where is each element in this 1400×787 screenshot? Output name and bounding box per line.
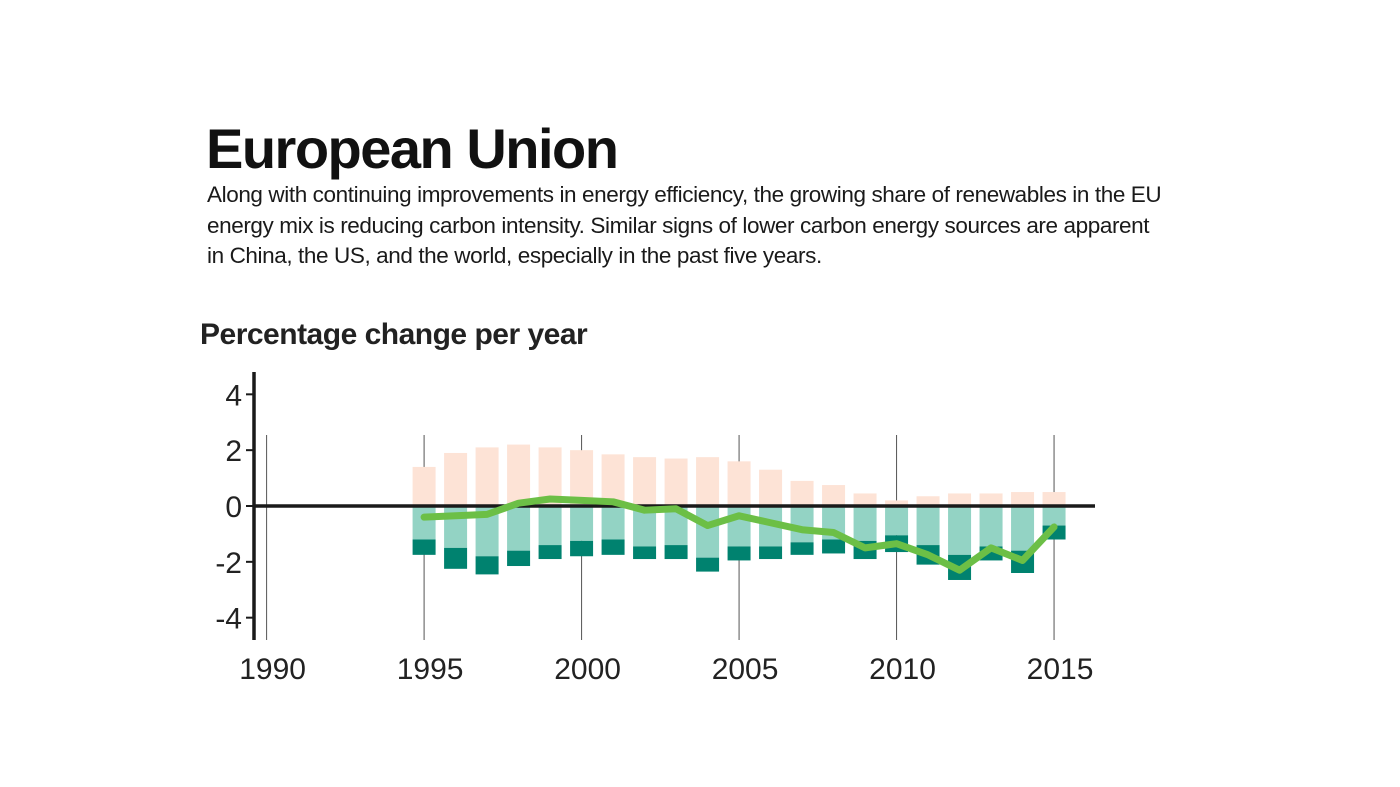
bar-negative-dark-2008 <box>822 539 846 554</box>
bar-negative-dark-1998 <box>507 550 531 567</box>
bar-negative-light-1995 <box>412 506 436 540</box>
bar-negative-light-2009 <box>853 506 877 541</box>
bar-positive-2015 <box>1042 492 1066 506</box>
bar-positive-2003 <box>664 458 688 506</box>
x-tick-label-2015: 2015 <box>1027 653 1094 686</box>
chart-title: Percentage change per year <box>200 318 588 351</box>
bar-positive-2010 <box>885 500 909 506</box>
bar-positive-2004 <box>696 457 720 506</box>
bar-negative-dark-2004 <box>696 557 720 572</box>
bar-negative-dark-2006 <box>759 546 783 560</box>
bar-positive-1996 <box>444 452 468 506</box>
x-tick-label-1990: 1990 <box>239 653 306 686</box>
bar-negative-dark-2005 <box>727 546 751 561</box>
x-tick-label-1995: 1995 <box>397 653 464 686</box>
bar-negative-light-2014 <box>1011 506 1035 551</box>
bar-positive-2001 <box>601 454 625 506</box>
bar-positive-2002 <box>633 457 657 506</box>
bar-positive-1998 <box>507 444 531 506</box>
y-tick-label-1: 2 <box>225 435 242 468</box>
bar-negative-dark-2007 <box>790 542 814 555</box>
bar-negative-light-2007 <box>790 506 814 543</box>
bar-negative-dark-2003 <box>664 545 688 560</box>
bar-negative-dark-1999 <box>538 545 562 560</box>
bar-positive-2007 <box>790 480 814 506</box>
bar-negative-dark-1996 <box>444 547 468 569</box>
bar-negative-light-1998 <box>507 506 531 551</box>
x-tick-label-2005: 2005 <box>712 653 779 686</box>
bar-negative-dark-1997 <box>475 556 499 575</box>
bar-positive-2009 <box>853 493 877 506</box>
bar-positive-2000 <box>570 450 594 506</box>
bar-negative-light-2015 <box>1042 506 1066 526</box>
bar-positive-2006 <box>759 469 783 506</box>
bar-negative-light-1999 <box>538 506 562 546</box>
bar-negative-light-2012 <box>948 506 972 555</box>
tick-labels: 4 2 0 -2 -4 1990 1995 2000 2005 2010 2015 <box>215 379 1093 686</box>
bar-negative-dark-2000 <box>570 540 594 557</box>
net-change-line <box>420 495 1058 574</box>
bar-series <box>412 444 1066 580</box>
net-change-line-group <box>420 495 1058 574</box>
bar-negative-dark-2001 <box>601 539 625 555</box>
bar-negative-dark-1995 <box>412 539 436 555</box>
bar-negative-light-2001 <box>601 506 625 540</box>
bar-negative-light-1997 <box>475 506 499 557</box>
bar-positive-1995 <box>412 466 436 506</box>
y-tick-label-3: -2 <box>215 547 242 580</box>
bar-positive-2013 <box>979 493 1003 506</box>
bar-negative-dark-2002 <box>633 546 657 560</box>
bar-positive-2014 <box>1011 492 1035 506</box>
bar-negative-light-2004 <box>696 506 720 558</box>
bar-positive-2008 <box>822 485 846 506</box>
y-tick-label-4: -4 <box>215 603 242 636</box>
bar-positive-2005 <box>727 461 751 506</box>
bar-negative-light-2000 <box>570 506 594 541</box>
bar-positive-2011 <box>916 496 940 506</box>
bar-negative-light-2011 <box>916 506 940 546</box>
bar-negative-light-2002 <box>633 506 657 547</box>
bar-positive-2012 <box>948 493 972 506</box>
page-title: European Union <box>206 117 619 180</box>
x-tick-label-2010: 2010 <box>869 653 936 686</box>
x-tick-label-2000: 2000 <box>554 653 621 686</box>
description-text: Along with continuing improvements in en… <box>207 182 1162 268</box>
bar-negative-light-2005 <box>727 506 751 547</box>
bar-negative-light-2010 <box>885 506 909 536</box>
bar-positive-1999 <box>538 447 562 506</box>
bar-positive-1997 <box>475 447 499 506</box>
y-tick-label-2: 0 <box>225 491 242 524</box>
bar-negative-light-2013 <box>979 506 1003 547</box>
y-tick-label-0: 4 <box>225 379 242 412</box>
